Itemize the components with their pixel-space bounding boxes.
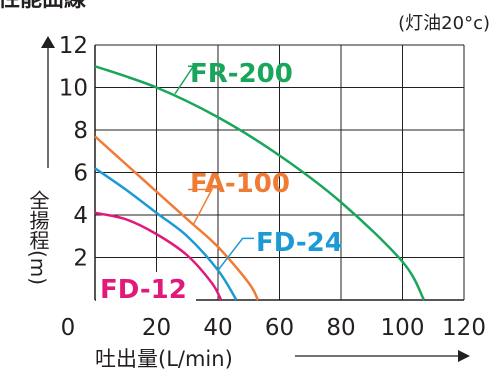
y-tick-label: 10 xyxy=(59,76,88,102)
x-tick-label: 40 xyxy=(203,315,232,341)
series-label-fd-12: FD-12 xyxy=(100,275,187,305)
y-tick-label: 4 xyxy=(73,203,88,229)
series-line-fr-200 xyxy=(94,65,426,301)
x-tick-label: 20 xyxy=(142,315,171,341)
series-label-fr-200: FR-200 xyxy=(190,59,293,89)
leader-line-fa-100 xyxy=(188,188,214,225)
y-tick-label: 12 xyxy=(59,33,88,59)
labels: 0 20 40 60 80 100 120 2 4 6 8 10 12 吐出量(L/min) 全揚程(m) F… xyxy=(26,33,486,371)
x-axis-label: 吐出量(L/min) xyxy=(95,347,233,371)
x-tick-label: 60 xyxy=(265,315,294,341)
y-axis-label: 全揚程(m) xyxy=(26,190,50,285)
series-lines xyxy=(94,65,426,301)
x-axis-arrow xyxy=(458,350,470,362)
series-line-fa-100 xyxy=(94,135,260,301)
x-tick-label: 80 xyxy=(326,315,355,341)
x-tick-label: 120 xyxy=(442,315,486,341)
leader-line-fd-24 xyxy=(217,237,254,271)
x-tick-label: 0 xyxy=(61,315,76,341)
series-label-fd-24: FD-24 xyxy=(256,228,343,258)
y-tick-label: 8 xyxy=(73,118,88,144)
series-line-fd-24 xyxy=(94,167,238,301)
condition-note: (灯油20°c) xyxy=(398,13,490,34)
y-axis-arrow xyxy=(41,36,55,48)
series-label-bg-fd-12 xyxy=(96,272,196,302)
leader-line-fr-200 xyxy=(174,65,195,95)
series-line-fd-12 xyxy=(94,211,223,301)
y-tick-label: 2 xyxy=(73,246,88,272)
chart-title: 性能曲線 xyxy=(0,0,86,12)
x-tick-label: 100 xyxy=(381,315,425,341)
y-tick-label: 6 xyxy=(73,161,88,187)
series-label-fa-100: FA-100 xyxy=(190,169,290,199)
